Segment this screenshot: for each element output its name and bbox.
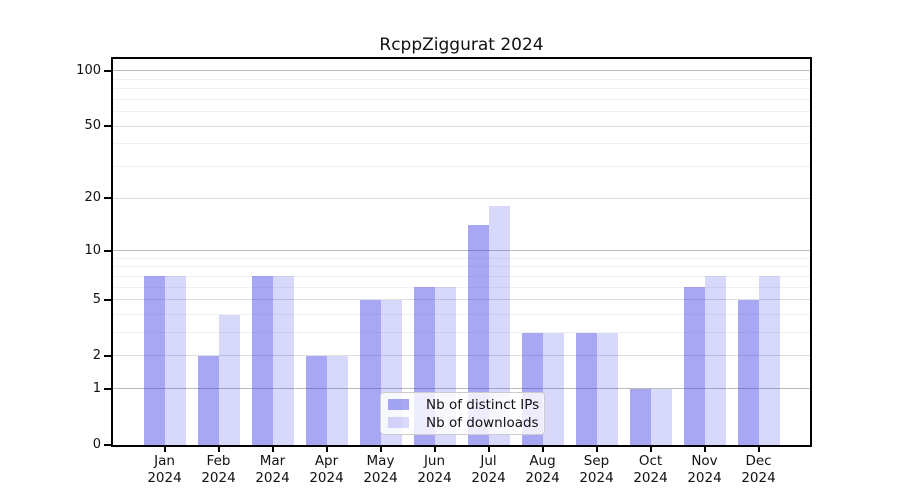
y-axis-tick	[104, 69, 111, 72]
gridline-major	[113, 388, 810, 390]
y-axis-tick	[104, 354, 111, 357]
gridline-major	[113, 125, 810, 127]
gridline-minor	[113, 98, 810, 100]
gridline-major	[113, 70, 810, 72]
y-axis-tick	[104, 197, 111, 200]
gridline-major	[113, 299, 810, 301]
legend-label-downloads: Nb of downloads	[426, 414, 539, 431]
bar-nb-of-distinct-ips-jan	[143, 276, 165, 445]
legend-item-downloads: Nb of downloads	[388, 414, 539, 431]
bar-nb-of-distinct-ips-may	[359, 299, 381, 445]
legend-swatch-distinct-ips	[388, 399, 409, 410]
gridline-minor	[113, 266, 810, 268]
y-axis-label: 20	[84, 190, 101, 206]
x-axis-tick	[757, 445, 760, 452]
legend-swatch-downloads	[388, 417, 409, 428]
x-axis-label: Mar 2024	[255, 453, 290, 486]
y-axis-label: 50	[84, 118, 101, 134]
x-axis-tick	[271, 445, 274, 452]
x-axis-tick	[703, 445, 706, 452]
x-axis-tick	[433, 445, 436, 452]
x-axis-tick	[649, 445, 652, 452]
x-axis-label: Feb 2024	[201, 453, 236, 486]
x-axis-tick	[217, 445, 220, 452]
y-axis-label: 10	[84, 242, 101, 258]
y-axis-label: 1	[92, 380, 101, 396]
bar-nb-of-downloads-jul	[488, 206, 510, 445]
y-axis-label: 5	[92, 291, 101, 307]
y-axis-tick	[104, 298, 111, 301]
x-axis-label: Oct 2024	[633, 453, 668, 486]
x-axis-tick	[487, 445, 490, 452]
x-axis-label: Jun 2024	[417, 453, 452, 486]
bar-nb-of-distinct-ips-sep	[575, 332, 597, 445]
y-axis-tick	[104, 444, 111, 446]
gridline-minor	[113, 332, 810, 334]
gridline-major	[113, 355, 810, 357]
legend-label-distinct-ips: Nb of distinct IPs	[426, 396, 540, 413]
y-axis-tick	[104, 387, 111, 390]
gridline-minor	[113, 257, 810, 259]
x-axis-label: Sep 2024	[579, 453, 614, 486]
gridline-minor	[113, 88, 810, 90]
y-axis-tick	[104, 125, 111, 128]
x-axis-tick	[541, 445, 544, 452]
bar-nb-of-distinct-ips-nov	[683, 287, 705, 445]
bar-nb-of-downloads-apr	[326, 355, 348, 445]
x-axis-tick	[379, 445, 382, 452]
gridline-major	[113, 197, 810, 199]
x-axis-tick	[163, 445, 166, 452]
gridline-major	[113, 250, 810, 252]
bar-nb-of-distinct-ips-apr	[305, 355, 327, 445]
gridline-minor	[113, 143, 810, 145]
legend: Nb of distinct IPs Nb of downloads	[380, 392, 545, 435]
x-axis-label: Jul 2024	[471, 453, 506, 486]
x-axis-label: May 2024	[363, 453, 398, 486]
bar-nb-of-distinct-ips-dec	[737, 299, 759, 445]
bar-nb-of-distinct-ips-jul	[467, 225, 489, 445]
bar-nb-of-downloads-jan	[164, 276, 186, 445]
x-axis-label: Jan 2024	[147, 453, 182, 486]
x-axis-tick	[595, 445, 598, 452]
bar-nb-of-downloads-dec	[758, 276, 780, 445]
x-axis-label: Nov 2024	[687, 453, 722, 486]
y-axis-label: 2	[92, 347, 101, 363]
gridline-minor	[113, 166, 810, 168]
chart-title: RcppZiggurat 2024	[379, 35, 544, 55]
x-axis-label: Dec 2024	[741, 453, 776, 486]
bar-nb-of-distinct-ips-mar	[251, 276, 273, 445]
legend-item-distinct-ips: Nb of distinct IPs	[388, 396, 540, 413]
x-axis-label: Aug 2024	[525, 453, 560, 486]
bar-nb-of-downloads-feb	[218, 314, 240, 445]
bar-nb-of-downloads-nov	[704, 276, 726, 445]
x-axis-tick	[325, 445, 328, 452]
gridline-minor	[113, 111, 810, 113]
gridline-minor	[113, 78, 810, 80]
gridline-minor	[113, 314, 810, 316]
bar-nb-of-downloads-oct	[650, 388, 672, 445]
bar-nb-of-distinct-ips-oct	[629, 388, 651, 445]
y-axis-tick	[104, 249, 111, 252]
y-axis-label: 0	[92, 437, 101, 452]
bar-nb-of-downloads-sep	[596, 332, 618, 445]
bar-nb-of-downloads-mar	[272, 276, 294, 445]
gridline-minor	[113, 286, 810, 288]
x-axis-label: Apr 2024	[309, 453, 344, 486]
bar-nb-of-downloads-aug	[542, 332, 564, 445]
y-axis-label: 100	[76, 62, 101, 78]
plot-area	[113, 59, 810, 445]
bar-nb-of-distinct-ips-feb	[197, 355, 219, 445]
gridline-minor	[113, 275, 810, 277]
